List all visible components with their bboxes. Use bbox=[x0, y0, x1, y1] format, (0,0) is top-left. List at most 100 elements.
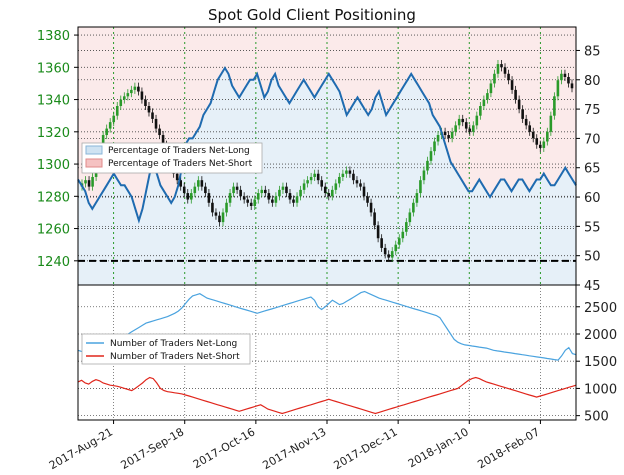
price-candle bbox=[278, 189, 281, 197]
price-candle bbox=[546, 131, 549, 142]
net-long-count-line bbox=[77, 290, 577, 361]
price-candle bbox=[433, 141, 436, 152]
price-candle bbox=[415, 193, 419, 203]
price-candle bbox=[285, 186, 288, 194]
legend-label-net-short: Percentage of Traders Net-Short bbox=[108, 159, 253, 169]
price-candle bbox=[471, 125, 475, 132]
legend-swatch-net-long bbox=[85, 145, 103, 155]
price-candle bbox=[348, 170, 352, 174]
y-tick-label-right: 60 bbox=[584, 191, 601, 206]
price-candle bbox=[221, 212, 225, 223]
price-candle bbox=[112, 115, 116, 123]
legend-bottom: Number of Traders Net-Long Number of Trad… bbox=[81, 333, 251, 365]
price-candle bbox=[320, 180, 324, 187]
net-long-area bbox=[78, 68, 576, 285]
price-candle bbox=[239, 189, 242, 197]
price-candle bbox=[158, 128, 161, 136]
y-tick-label-left: 1320 bbox=[37, 126, 70, 141]
price-candle bbox=[553, 96, 556, 116]
price-candle bbox=[524, 118, 528, 126]
y-tick-label-right: 85 bbox=[584, 44, 601, 59]
price-candle bbox=[232, 186, 235, 194]
price-candle bbox=[521, 109, 524, 119]
y-tick-label-left: 1300 bbox=[37, 158, 70, 173]
price-candle bbox=[380, 238, 383, 248]
price-candle bbox=[271, 199, 274, 203]
price-candle bbox=[151, 112, 154, 119]
x-tick-label: 2017-Nov-13 bbox=[260, 425, 328, 472]
price-candle bbox=[560, 73, 563, 81]
price-candle bbox=[422, 170, 426, 181]
price-candle bbox=[292, 199, 295, 203]
x-tick-label: 2017-Dec-11 bbox=[331, 425, 399, 472]
y-tick-label-right: 65 bbox=[584, 162, 601, 177]
price-candle bbox=[341, 173, 345, 177]
price-candle bbox=[295, 196, 299, 203]
price-candle bbox=[507, 73, 510, 81]
price-candle bbox=[500, 64, 503, 68]
price-candle bbox=[179, 180, 183, 187]
legend-box bbox=[81, 333, 251, 365]
price-candle bbox=[496, 64, 500, 74]
price-candle bbox=[256, 193, 260, 200]
price-candle bbox=[517, 99, 521, 110]
price-candle bbox=[405, 222, 408, 232]
price-candle bbox=[175, 173, 179, 181]
price-candle bbox=[538, 144, 542, 148]
price-panel: Percentage of Traders Net-Long Percentage… bbox=[37, 26, 601, 294]
y-tick-label-right: 45 bbox=[584, 279, 601, 294]
price-candle bbox=[457, 118, 461, 126]
net-long-percent-line bbox=[77, 66, 577, 224]
legend-label-net-short: Number of Traders Net-Short bbox=[110, 352, 240, 362]
x-tick-label: 2017-Sep-18 bbox=[119, 425, 187, 472]
y-tick-label-right: 1000 bbox=[584, 382, 617, 397]
price-candle bbox=[419, 180, 422, 194]
y-tick-label-right: 55 bbox=[584, 220, 601, 235]
price-candle bbox=[436, 135, 440, 142]
price-candle bbox=[383, 247, 387, 255]
price-candle bbox=[182, 186, 186, 194]
price-candle bbox=[119, 99, 123, 107]
price-candle bbox=[87, 180, 91, 187]
x-tick-label: 2018-Jan-10 bbox=[406, 425, 471, 470]
price-candle bbox=[443, 131, 447, 136]
traders-panel: 500 1000 1500 2000 2500 Number of Traders Net… bbox=[77, 284, 617, 425]
price-candle bbox=[486, 93, 489, 100]
y-tick-label-left: 1360 bbox=[37, 61, 70, 76]
price-candle bbox=[204, 186, 207, 194]
price-candle bbox=[161, 135, 165, 145]
price-candle bbox=[408, 212, 412, 223]
price-candle bbox=[264, 189, 267, 194]
price-candle bbox=[397, 238, 401, 245]
price-candle bbox=[126, 93, 130, 97]
price-candle bbox=[493, 73, 496, 84]
price-candle bbox=[130, 89, 133, 94]
price-candle bbox=[567, 76, 570, 84]
price-candle bbox=[514, 89, 517, 100]
x-tick-label: 2017-Aug-21 bbox=[47, 425, 115, 472]
y-tick-label-right: 50 bbox=[584, 250, 601, 265]
price-candle bbox=[281, 186, 285, 190]
price-candle bbox=[144, 99, 147, 107]
price-candle bbox=[200, 180, 204, 187]
price-candle bbox=[274, 196, 278, 203]
y-tick-label-left: 1240 bbox=[37, 255, 70, 270]
price-candle bbox=[352, 173, 355, 181]
y-tick-label-right: 500 bbox=[584, 410, 609, 425]
price-candle bbox=[154, 118, 158, 129]
price-candle bbox=[211, 202, 214, 213]
price-candle bbox=[193, 186, 197, 194]
price-candle bbox=[479, 106, 482, 116]
y-tick-label-right: 2500 bbox=[584, 301, 617, 316]
legend-label-net-long: Number of Traders Net-Long bbox=[110, 339, 237, 349]
price-candle bbox=[137, 86, 140, 92]
price-candle bbox=[510, 80, 514, 90]
price-candle bbox=[535, 138, 539, 145]
x-axis: 2017-Aug-21 2017-Sep-18 2017-Oct-16 2017-No… bbox=[47, 420, 542, 472]
y-tick-label-left: 1280 bbox=[37, 190, 70, 205]
price-candle bbox=[475, 115, 479, 126]
price-candle bbox=[253, 199, 257, 206]
price-candle bbox=[373, 212, 376, 226]
price-candle bbox=[309, 176, 313, 181]
